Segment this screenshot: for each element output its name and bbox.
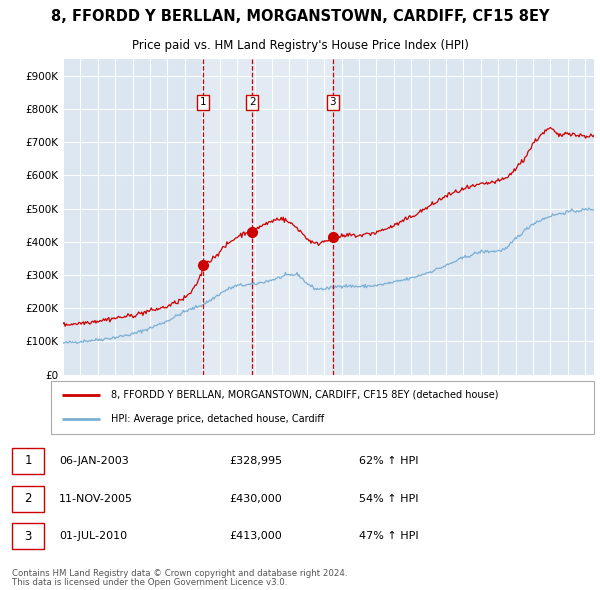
FancyBboxPatch shape [12, 448, 44, 474]
Text: 06-JAN-2003: 06-JAN-2003 [59, 456, 128, 466]
Text: 8, FFORDD Y BERLLAN, MORGANSTOWN, CARDIFF, CF15 8EY: 8, FFORDD Y BERLLAN, MORGANSTOWN, CARDIF… [51, 9, 549, 24]
Text: 2: 2 [249, 97, 256, 107]
Text: HPI: Average price, detached house, Cardiff: HPI: Average price, detached house, Card… [111, 414, 324, 424]
FancyBboxPatch shape [12, 486, 44, 512]
Text: This data is licensed under the Open Government Licence v3.0.: This data is licensed under the Open Gov… [12, 578, 287, 587]
Text: 8, FFORDD Y BERLLAN, MORGANSTOWN, CARDIFF, CF15 8EY (detached house): 8, FFORDD Y BERLLAN, MORGANSTOWN, CARDIF… [111, 390, 498, 400]
Text: 62% ↑ HPI: 62% ↑ HPI [359, 456, 418, 466]
Text: 2: 2 [24, 492, 32, 505]
Text: £328,995: £328,995 [229, 456, 283, 466]
Text: Price paid vs. HM Land Registry's House Price Index (HPI): Price paid vs. HM Land Registry's House … [131, 38, 469, 51]
Text: £430,000: £430,000 [229, 494, 282, 503]
FancyBboxPatch shape [12, 523, 44, 549]
Text: 1: 1 [24, 454, 32, 467]
FancyBboxPatch shape [51, 381, 594, 434]
Text: Contains HM Land Registry data © Crown copyright and database right 2024.: Contains HM Land Registry data © Crown c… [12, 569, 347, 578]
Text: 3: 3 [25, 530, 32, 543]
Text: £413,000: £413,000 [229, 532, 282, 541]
Text: 11-NOV-2005: 11-NOV-2005 [59, 494, 133, 503]
Text: 47% ↑ HPI: 47% ↑ HPI [359, 532, 418, 541]
Text: 3: 3 [329, 97, 336, 107]
Text: 01-JUL-2010: 01-JUL-2010 [59, 532, 127, 541]
Bar [252, 59, 333, 375]
Bar [203, 59, 252, 375]
Text: 1: 1 [200, 97, 206, 107]
Text: 54% ↑ HPI: 54% ↑ HPI [359, 494, 418, 503]
